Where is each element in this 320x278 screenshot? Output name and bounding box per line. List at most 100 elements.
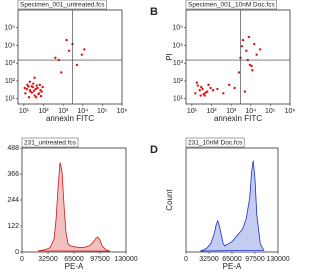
x-tick-label: 10¹	[19, 108, 30, 115]
x-tick-label: 10⁵	[97, 108, 108, 115]
event-dot	[203, 94, 206, 97]
event-dot	[228, 83, 231, 87]
event-dot	[28, 80, 32, 83]
event-dot	[201, 87, 204, 91]
x-tick-label: 10⁶	[117, 108, 128, 115]
event-dot	[33, 76, 36, 80]
x-axis-label: annexin FITC	[214, 114, 262, 123]
event-dot	[34, 87, 37, 91]
y-tick-label: 10²	[5, 78, 16, 85]
y-tick-label: 244	[7, 197, 19, 204]
event-dot	[222, 92, 225, 95]
figure: Specimen_001_untreated.fcs 10¹ 10² 10³ 10⁴ 10…	[4, 0, 295, 271]
event-dot	[211, 89, 215, 92]
event-dot	[253, 42, 256, 46]
title-box	[21, 137, 79, 148]
event-dot	[35, 84, 38, 87]
y-axis-label: Count	[165, 189, 174, 211]
event-dot	[38, 83, 42, 87]
event-dot	[216, 87, 219, 91]
title-box	[17, 0, 107, 10]
event-dot	[247, 35, 251, 39]
y-tick-label: 10⁵	[4, 25, 15, 32]
title-box	[185, 0, 278, 10]
x-tick-label: 10²	[206, 108, 217, 115]
event-dot	[243, 90, 247, 93]
x-tick-label: 130000	[266, 256, 289, 263]
panel-label: B	[150, 6, 158, 18]
event-dot	[207, 83, 210, 87]
event-dot	[32, 89, 36, 92]
x-tick-label: 10⁴	[77, 108, 88, 115]
y-tick-label: 366	[7, 171, 19, 178]
histogram	[200, 160, 265, 252]
event-dot	[23, 86, 26, 90]
event-dot	[209, 86, 212, 90]
event-dot	[25, 87, 28, 91]
x-tick-label: 65000	[64, 256, 84, 263]
y-tick-label: 10¹	[173, 96, 184, 103]
x-tick-label: 10⁴	[245, 108, 256, 115]
x-tick-label: 10³	[226, 108, 237, 115]
event-dot	[39, 89, 42, 92]
plot-title: Specimen_001_10nM Doc.fcs	[188, 2, 275, 9]
event-dot	[26, 83, 29, 87]
plot-frame	[21, 147, 127, 253]
event-dot	[258, 48, 262, 51]
event-dot	[251, 69, 254, 72]
x-tick-label: 10¹	[187, 108, 198, 115]
event-dot	[75, 63, 79, 67]
y-tick-label: 10³	[5, 60, 16, 67]
x-tick-label: 10³	[58, 108, 69, 115]
y-tick-label: 488	[7, 145, 19, 152]
x-axis-label: PE-A	[65, 262, 84, 271]
event-dot	[37, 92, 40, 96]
panel-label: D	[150, 144, 158, 156]
event-dot	[194, 92, 197, 95]
event-dot	[80, 53, 84, 56]
event-dot	[199, 94, 202, 97]
event-dot	[204, 91, 207, 94]
x-tick-label: 10⁵	[265, 108, 276, 115]
plot-title: Specimen_001_untreated.fcs	[20, 2, 105, 9]
y-tick-label: 10²	[173, 78, 184, 85]
event-dot	[245, 49, 248, 53]
event-dot	[67, 49, 71, 53]
event-dot	[36, 86, 39, 90]
event-dot	[200, 85, 203, 89]
plot-title: 231_untreated.fcs	[24, 140, 77, 147]
event-dot	[32, 82, 35, 85]
event-dot	[250, 64, 253, 68]
x-tick-label: 0	[184, 256, 188, 263]
event-dot	[27, 96, 31, 99]
event-dot	[60, 71, 63, 74]
event-dot	[30, 91, 34, 94]
event-dot	[198, 89, 201, 92]
event-dot	[237, 71, 241, 74]
y-tick-label: 10⁴	[4, 42, 15, 49]
event-dot	[241, 38, 245, 42]
event-dot	[39, 94, 43, 98]
x-axis-label: annexin FITC	[46, 114, 94, 123]
event-dot	[27, 85, 30, 88]
y-tick-label: 10³	[173, 60, 184, 67]
x-tick-label: 97500	[90, 256, 110, 263]
x-tick-label: 97500	[245, 256, 265, 263]
plot-title: 231_10nM Doc.fcs	[188, 140, 243, 147]
event-dot	[255, 53, 258, 56]
y-tick-label: 10¹	[5, 96, 16, 103]
x-axis-label: PE-A	[223, 262, 242, 271]
y-axis-label: PI	[165, 53, 174, 61]
event-dot	[65, 38, 68, 42]
plot-frame	[185, 9, 291, 105]
event-dot	[31, 85, 34, 89]
x-tick-label: 0	[20, 256, 24, 263]
event-dot	[33, 94, 36, 97]
event-dot	[83, 48, 86, 51]
y-tick-label: 10⁵	[172, 25, 183, 32]
event-dot	[41, 85, 44, 89]
event-dot	[54, 56, 57, 60]
plot-frame	[185, 147, 279, 253]
event-dot	[24, 92, 27, 95]
y-tick-label: 10⁴	[172, 42, 183, 49]
